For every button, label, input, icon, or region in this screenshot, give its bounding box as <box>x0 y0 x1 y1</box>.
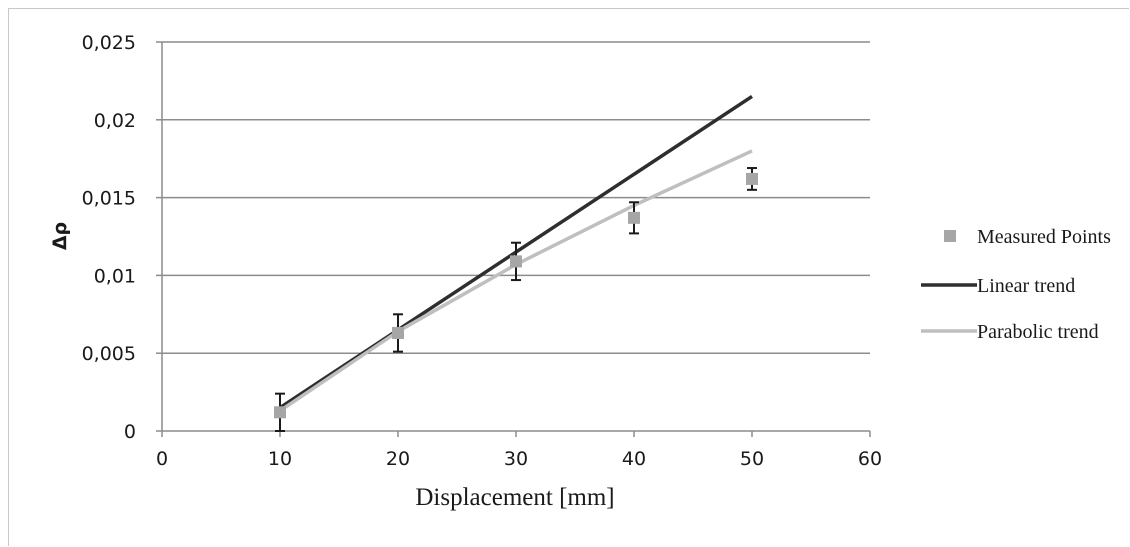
y-axis-label: Δρ <box>49 222 71 250</box>
gridlines <box>162 41 870 354</box>
x-tick-label: 60 <box>858 448 882 470</box>
point-marker <box>274 406 286 419</box>
measured-point <box>746 167 758 191</box>
legend-label: Parabolic trend <box>977 321 1099 343</box>
axes <box>156 41 871 437</box>
legend-label: Linear trend <box>977 275 1075 297</box>
legend-label: Measured Points <box>977 226 1111 248</box>
point-marker <box>746 172 758 185</box>
y-tick-label: 0,02 <box>94 110 136 132</box>
x-tick-label: 40 <box>622 448 646 470</box>
chart-frame <box>8 8 1129 546</box>
point-marker <box>628 211 640 224</box>
y-tick-label: 0,01 <box>94 265 136 287</box>
legend-item: Linear trend <box>921 275 1075 297</box>
x-tick-label: 30 <box>504 448 528 470</box>
y-tick-label: 0,015 <box>82 188 136 210</box>
point-marker <box>392 326 404 339</box>
x-tick-label: 10 <box>268 448 292 470</box>
legend-item: Parabolic trend <box>921 321 1099 343</box>
x-tick-label: 0 <box>156 448 168 470</box>
tick-labels: 0 0,005 0,01 0,015 0,02 0,025 0 10 20 30 40 50 60 <box>82 32 883 470</box>
measured-point <box>274 392 286 432</box>
measured-point <box>628 201 640 235</box>
measured-points <box>274 167 758 432</box>
legend-item: Measured Points <box>944 226 1111 248</box>
measured-point <box>392 313 404 353</box>
y-tick-label: 0,005 <box>82 343 136 365</box>
y-tick-label: 0 <box>124 421 136 443</box>
legend-marker <box>944 230 956 242</box>
y-tick-label: 0,025 <box>82 32 136 54</box>
x-tick-label: 20 <box>386 448 410 470</box>
x-tick-label: 50 <box>740 448 764 470</box>
measured-point <box>510 241 522 282</box>
legend: Measured Points Linear trend Parabolic tre… <box>921 226 1111 343</box>
x-axis-label: Displacement [mm] <box>415 484 614 511</box>
point-marker <box>510 255 522 268</box>
